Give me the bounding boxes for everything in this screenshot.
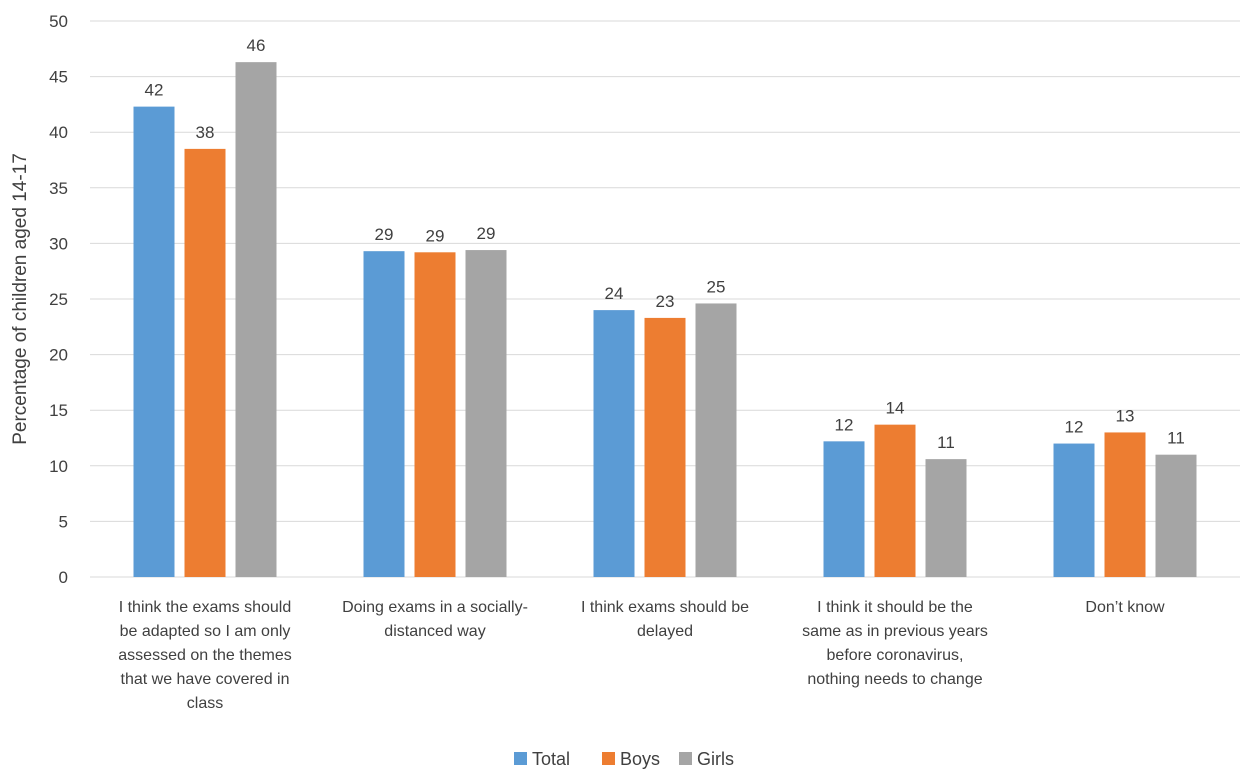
y-tick-label: 30 xyxy=(49,234,68,253)
category-label: assessed on the themes xyxy=(118,647,291,664)
y-tick-label: 10 xyxy=(49,457,68,476)
data-label-total-2: 24 xyxy=(605,284,624,303)
y-tick-label: 40 xyxy=(49,123,68,142)
legend-label-total: Total xyxy=(532,749,570,769)
category-label: delayed xyxy=(637,623,693,640)
bars xyxy=(133,62,1197,578)
bar-boys-4 xyxy=(1104,432,1146,577)
data-label-total-0: 42 xyxy=(145,81,164,100)
bar-total-2 xyxy=(593,310,635,577)
data-label-boys-4: 13 xyxy=(1116,406,1135,425)
data-label-girls-4: 11 xyxy=(1167,429,1185,448)
category-label: Doing exams in a socially- xyxy=(342,599,528,616)
category-label: nothing needs to change xyxy=(807,671,982,688)
bar-girls-3 xyxy=(925,459,967,577)
data-label-total-4: 12 xyxy=(1065,418,1084,437)
y-axis-ticks: 0 5 10 15 20 25 30 35 40 45 50 xyxy=(49,12,68,587)
x-axis-categories: I think the exams should be adapted so I … xyxy=(118,599,1165,712)
data-label-total-3: 12 xyxy=(835,415,854,434)
legend-label-boys: Boys xyxy=(620,749,660,769)
y-tick-label: 35 xyxy=(49,179,68,198)
y-tick-label: 5 xyxy=(59,512,68,531)
legend-swatch-boys xyxy=(602,752,615,765)
category-label: I think it should be the xyxy=(817,599,973,616)
data-label-total-1: 29 xyxy=(375,225,394,244)
data-label-girls-1: 29 xyxy=(477,224,496,243)
category-label: distanced way xyxy=(384,623,485,640)
bar-total-3 xyxy=(823,441,865,577)
y-axis-title: Percentage of children aged 14-17 xyxy=(10,153,31,445)
bar-girls-2 xyxy=(695,303,737,577)
category-label: Don’t know xyxy=(1085,599,1165,616)
category-label: I think the exams should xyxy=(119,599,292,616)
legend: Total Boys Girls xyxy=(514,749,734,769)
data-label-girls-2: 25 xyxy=(707,277,726,296)
y-tick-label: 15 xyxy=(49,401,68,420)
y-tick-label: 0 xyxy=(59,568,68,587)
category-label: before coronavirus, xyxy=(827,647,964,664)
bar-girls-0 xyxy=(235,62,277,578)
category-label: that we have covered in xyxy=(121,671,290,688)
y-tick-label: 50 xyxy=(49,12,68,31)
legend-swatch-total xyxy=(514,752,527,765)
category-label: same as in previous years xyxy=(802,623,988,640)
category-label: be adapted so I am only xyxy=(120,623,291,640)
category-label: I think exams should be xyxy=(581,599,749,616)
category-label: class xyxy=(187,695,223,712)
data-labels: 42 29 24 12 12 38 29 23 14 13 46 29 25 11 11 xyxy=(145,36,1185,452)
bar-girls-4 xyxy=(1155,454,1197,577)
data-label-boys-2: 23 xyxy=(656,292,675,311)
legend-swatch-girls xyxy=(679,752,692,765)
bar-total-1 xyxy=(363,251,405,577)
bar-girls-1 xyxy=(465,250,507,577)
data-label-boys-3: 14 xyxy=(886,399,905,418)
legend-label-girls: Girls xyxy=(697,749,734,769)
bar-boys-3 xyxy=(874,424,916,577)
y-tick-label: 45 xyxy=(49,68,68,87)
data-label-boys-1: 29 xyxy=(426,226,445,245)
y-tick-label: 25 xyxy=(49,290,68,309)
data-label-boys-0: 38 xyxy=(196,123,215,142)
bar-boys-1 xyxy=(414,252,456,577)
bar-total-4 xyxy=(1053,443,1095,577)
data-label-girls-3: 11 xyxy=(937,433,955,452)
bar-total-0 xyxy=(133,106,175,578)
bar-boys-2 xyxy=(644,317,686,577)
y-tick-label: 20 xyxy=(49,346,68,365)
data-label-girls-0: 46 xyxy=(247,36,266,55)
bar-boys-0 xyxy=(184,148,226,577)
